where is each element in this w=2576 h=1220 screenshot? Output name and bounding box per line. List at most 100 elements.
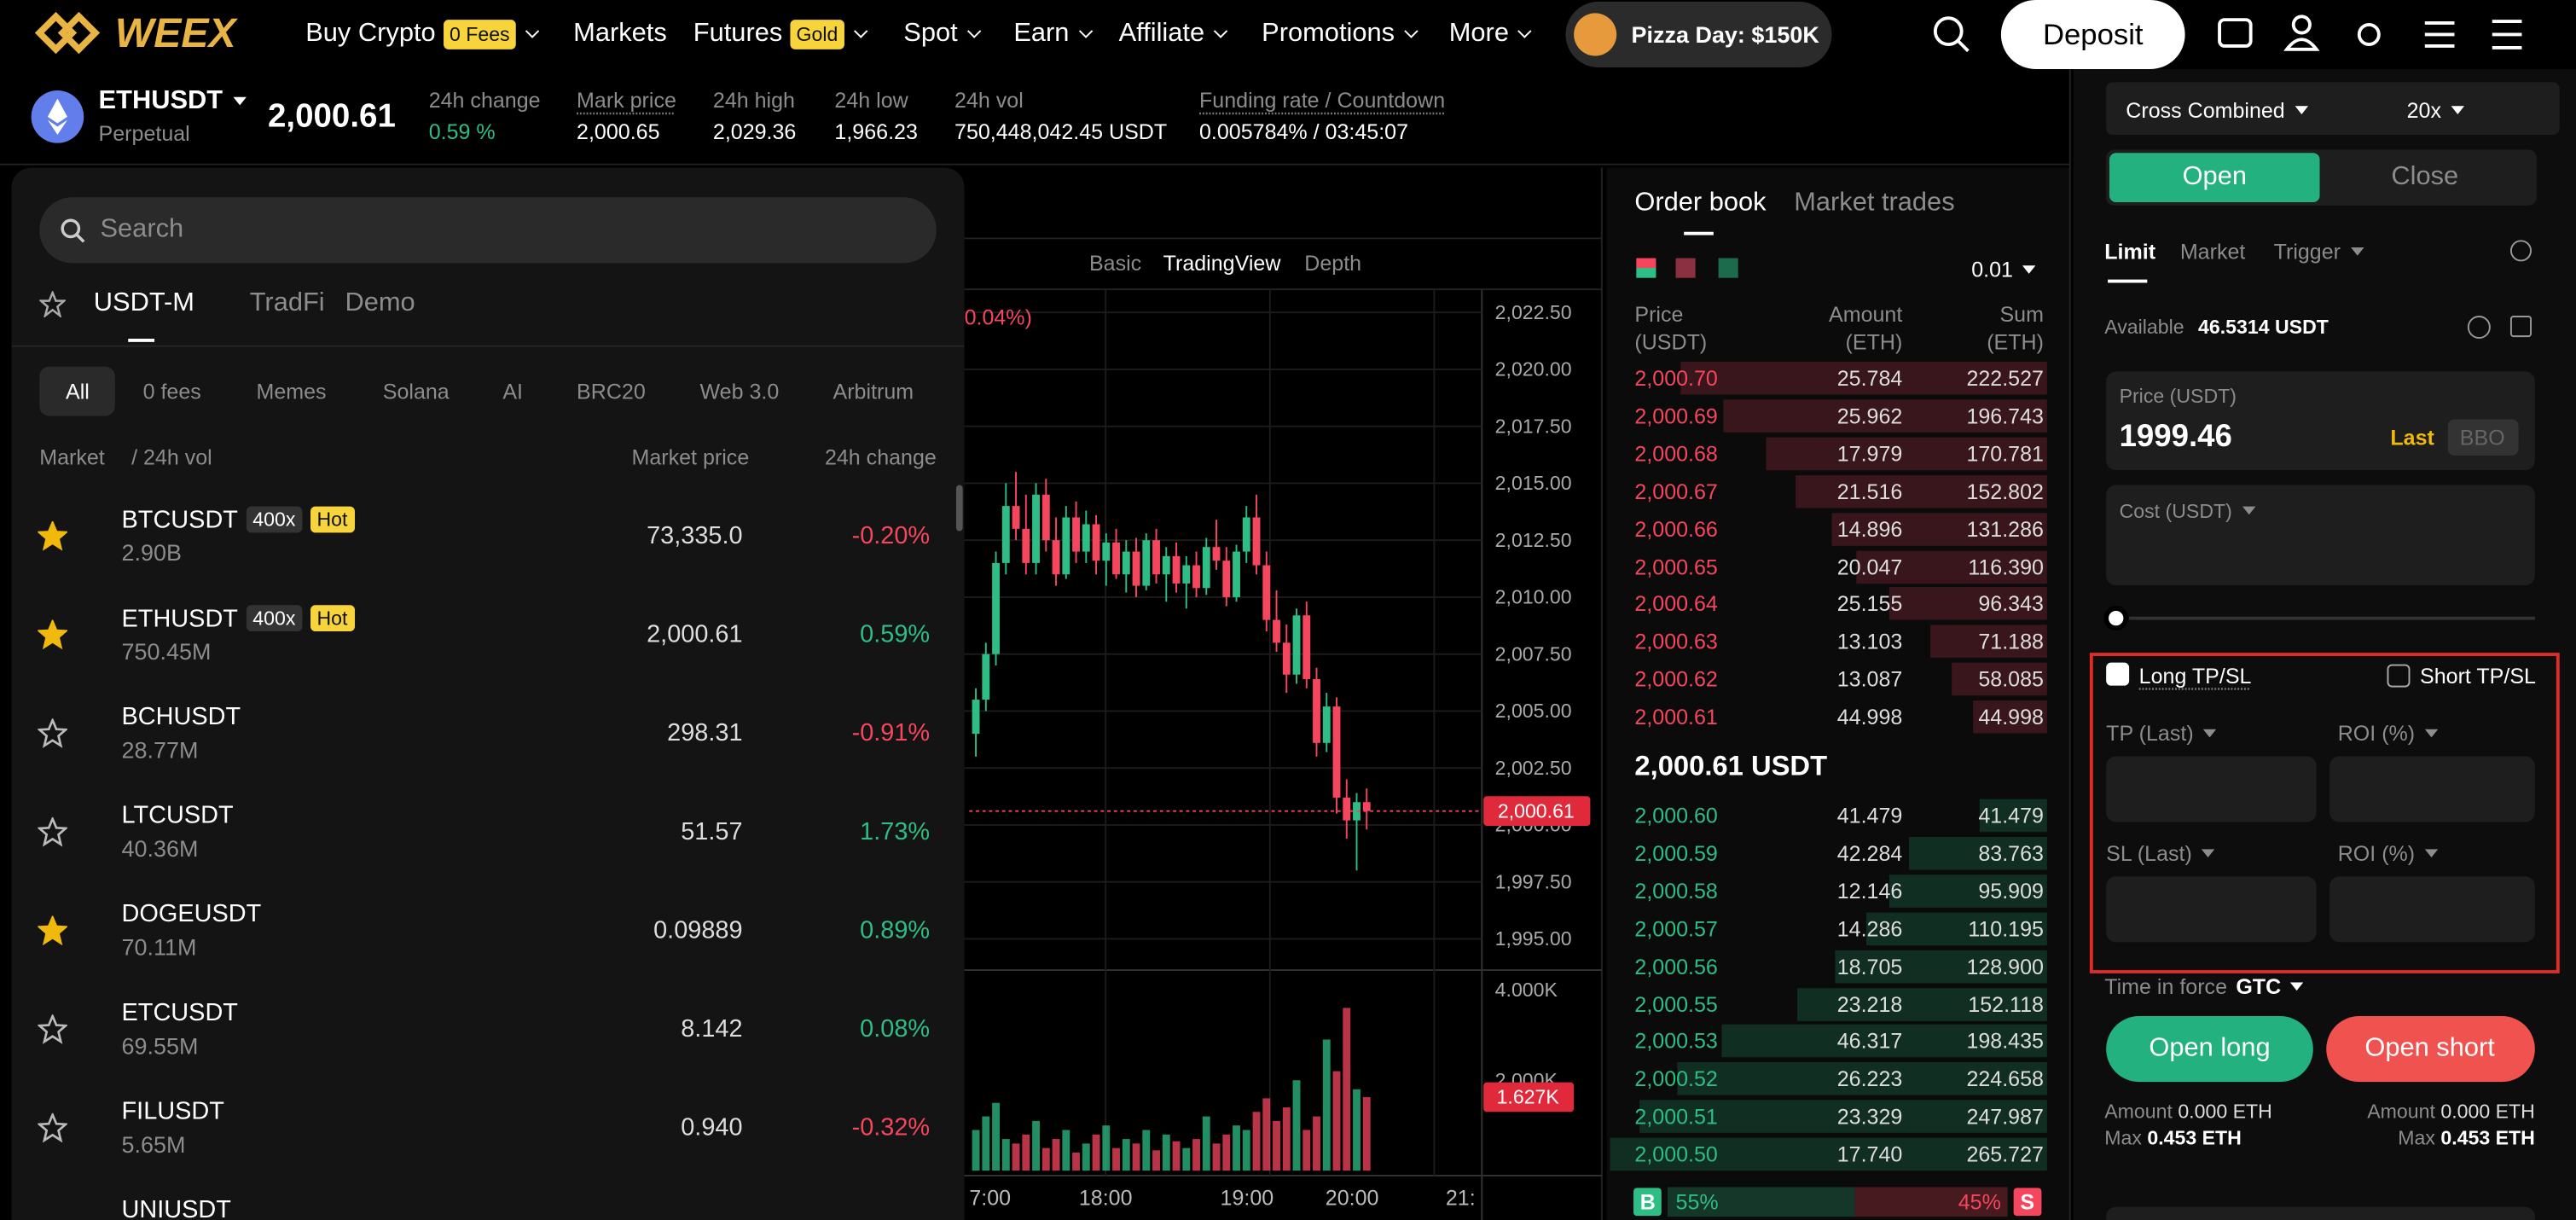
book-price[interactable]: 2,000.69 [1634, 403, 1718, 428]
scrollbar[interactable] [955, 485, 963, 532]
margin-mode[interactable]: Cross Combined [2126, 100, 2308, 121]
book-price[interactable]: 2,000.67 [1634, 479, 1718, 504]
favorite-star[interactable] [38, 1014, 67, 1044]
filter-chip[interactable]: 0 fees [142, 379, 201, 404]
book-price[interactable]: 2,000.59 [1634, 840, 1718, 866]
checkbox-checked[interactable] [2106, 662, 2130, 686]
favorites-icon[interactable] [39, 291, 67, 317]
search-icon[interactable] [1933, 16, 1964, 46]
market-row[interactable]: ETCUSDT [122, 1001, 238, 1025]
calc-icon[interactable] [2509, 316, 2532, 338]
book-price[interactable]: 2,000.70 [1634, 365, 1718, 391]
open-tab[interactable] [2109, 153, 2320, 203]
bbo-button[interactable] [2447, 419, 2519, 456]
next-input[interactable] [2106, 1206, 2535, 1220]
nav-item[interactable]: Buy Crypto 0 Fees [305, 20, 540, 49]
book-tab[interactable]: Market trades [1794, 189, 1955, 218]
favorite-star[interactable] [38, 915, 67, 946]
leverage[interactable]: 20x [2407, 100, 2464, 121]
tif-value[interactable]: GTC [2236, 976, 2305, 997]
search-box[interactable] [39, 197, 937, 264]
book-price[interactable]: 2,000.62 [1634, 666, 1718, 692]
chart-tab[interactable]: Basic [1088, 250, 1142, 276]
nav-item[interactable]: Markets [573, 20, 667, 48]
theme-icon[interactable] [2357, 22, 2381, 46]
market-tab[interactable]: TradFi [249, 289, 325, 317]
market-tab[interactable]: USDT-M [93, 289, 194, 317]
side-label[interactable]: Close [2391, 162, 2459, 191]
chart-tab[interactable]: Depth [1304, 250, 1362, 276]
book-price[interactable]: 2,000.64 [1634, 591, 1718, 617]
order-type[interactable]: Trigger [2274, 241, 2364, 262]
open-long-button[interactable] [2106, 1016, 2313, 1083]
column-header[interactable]: / 24h vol [131, 444, 212, 470]
filter-chip[interactable]: Solana [382, 379, 450, 404]
nav-item[interactable]: Promotions [1262, 20, 1419, 48]
user-icon[interactable] [2291, 15, 2312, 35]
nav-item[interactable]: More [1449, 20, 1533, 48]
filter-chip[interactable]: Memes [256, 379, 327, 404]
column-header[interactable]: 24h change [824, 444, 937, 470]
market-row[interactable]: UNIUSDT [122, 1198, 231, 1220]
market-tab[interactable]: Demo [345, 289, 415, 317]
market-row[interactable]: LTCUSDT [122, 803, 234, 828]
chart-tab[interactable]: TradingView [1163, 250, 1281, 276]
menu-icon[interactable] [2492, 20, 2522, 49]
book-price[interactable]: 2,000.58 [1634, 878, 1718, 903]
book-view-icon[interactable] [1675, 258, 1696, 278]
favorite-star[interactable] [38, 1113, 67, 1143]
order-type[interactable]: Market [2179, 239, 2246, 264]
book-price[interactable]: 2,000.56 [1634, 953, 1718, 979]
price-source[interactable]: Last [2390, 425, 2434, 450]
market-row[interactable]: BCHUSDT [122, 705, 241, 729]
transfer-icon[interactable] [2467, 316, 2491, 340]
roi-label[interactable]: ROI (%) [2338, 723, 2439, 744]
nav-item[interactable]: Spot [903, 20, 982, 48]
settings-icon[interactable] [2424, 21, 2455, 48]
info-icon[interactable] [2509, 240, 2532, 262]
symbol[interactable]: ETHUSDT [99, 88, 247, 115]
book-view-icon[interactable] [1636, 258, 1656, 278]
stat-label[interactable]: Mark price [577, 88, 676, 113]
market-row[interactable]: DOGEUSDT [122, 902, 262, 927]
book-price[interactable]: 2,000.53 [1634, 1029, 1718, 1054]
column-header[interactable]: Market price [631, 444, 750, 470]
book-price[interactable]: 2,000.60 [1634, 803, 1718, 828]
roi-label[interactable]: ROI (%) [2338, 843, 2439, 864]
book-price[interactable]: 2,000.52 [1634, 1066, 1718, 1092]
book-price[interactable]: 2,000.51 [1634, 1104, 1718, 1130]
cost-input[interactable] [2106, 485, 2535, 586]
book-price[interactable]: 2,000.50 [1634, 1142, 1718, 1167]
tp-label[interactable]: TP (Last) [2106, 723, 2217, 744]
market-row[interactable]: ETHUSDT 400x Hot [122, 605, 355, 632]
nav-item[interactable]: Earn [1013, 20, 1093, 48]
filter-chip-bg[interactable] [39, 366, 115, 416]
open-short-button[interactable] [2326, 1016, 2535, 1083]
book-price[interactable]: 2,000.57 [1634, 915, 1718, 941]
book-tab[interactable]: Order book [1634, 189, 1767, 218]
order-type[interactable]: Limit [2104, 239, 2156, 264]
tp-input[interactable] [2106, 756, 2317, 822]
sl-input[interactable] [2106, 876, 2317, 943]
market-row[interactable]: FILUSDT [122, 1099, 224, 1124]
book-price[interactable]: 2,000.68 [1634, 441, 1718, 466]
favorite-star[interactable] [38, 718, 67, 748]
filter-chip[interactable]: Arbitrum [833, 379, 914, 404]
margin-select[interactable] [2106, 82, 2560, 136]
favorite-star[interactable] [38, 619, 67, 650]
book-price[interactable]: 2,000.63 [1634, 629, 1718, 654]
precision[interactable]: 0.01 [1971, 259, 2036, 281]
roi-input[interactable] [2329, 756, 2535, 822]
favorite-star[interactable] [38, 520, 67, 551]
logo[interactable]: WEEX [114, 10, 236, 57]
wallet-icon[interactable] [2218, 18, 2253, 48]
nav-item[interactable]: Affiliate [1119, 20, 1228, 48]
book-price[interactable]: 2,000.66 [1634, 516, 1718, 542]
book-price[interactable]: 2,000.65 [1634, 554, 1718, 579]
book-price[interactable]: 2,000.55 [1634, 991, 1718, 1017]
filter-chip[interactable]: AI [502, 379, 524, 404]
stat-label[interactable]: Funding rate / Countdown [1198, 88, 1446, 113]
filter-chip[interactable]: BRC20 [577, 379, 646, 404]
slider-handle[interactable] [2103, 606, 2129, 631]
favorite-star[interactable] [38, 816, 67, 847]
